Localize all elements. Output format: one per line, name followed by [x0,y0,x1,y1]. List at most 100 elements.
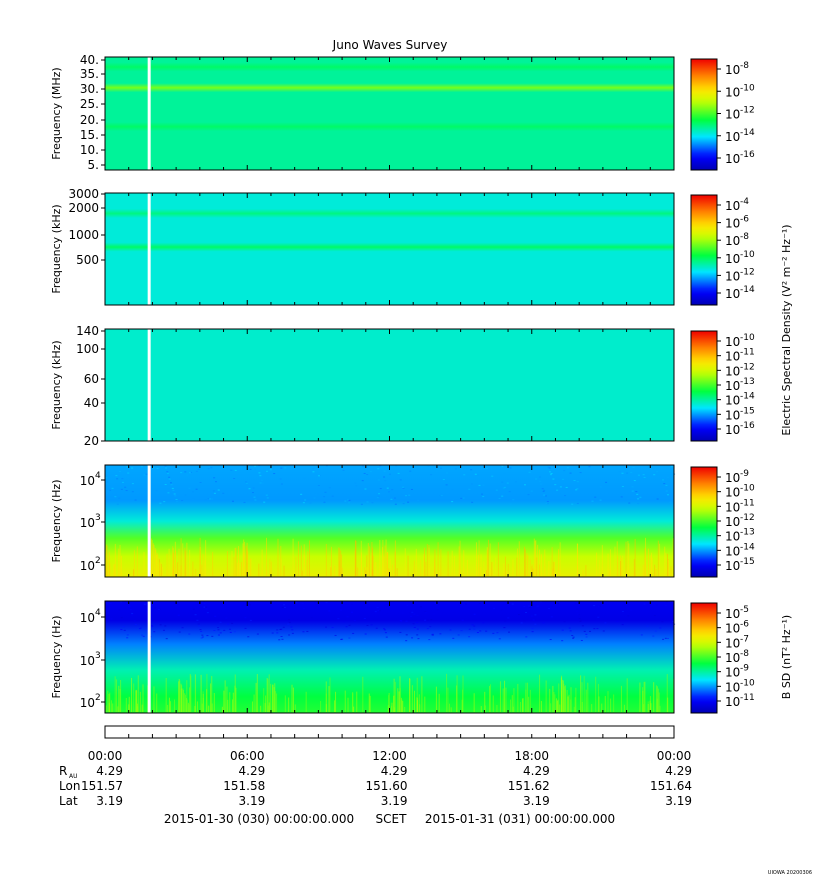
ephemeris-value: 3.19 [381,794,408,808]
colorbar-tick-label: 10 [725,680,740,694]
y-axis-label: Frequency (Hz) [50,480,63,563]
colorbar-tick-exponent: -10 [740,83,755,93]
colorbar-tick-label: 10 [725,234,740,248]
colorbar-tick-label: 10 [725,63,740,77]
colorbar-tick-label: 10 [725,252,740,266]
colorbar-tick-exponent: -11 [740,348,755,358]
colorbar-tick-label: 10 [725,515,740,529]
colorbar-tick-label: 10 [725,130,740,144]
y-tick-exponent: 4 [95,608,101,618]
colorbar-tick-exponent: -10 [740,678,755,688]
y-axis-label: Frequency (MHz) [50,67,63,159]
time-tick-label: 06:00 [230,749,265,763]
colorbar-tick-exponent: -13 [740,377,755,387]
colorbar-tick-exponent: -14 [740,392,755,402]
y-tick-label: 35. [80,67,99,81]
colorbar-tick-exponent: -6 [740,620,749,630]
colorbar-tick-exponent: -9 [740,664,749,674]
y-tick-label: 10 [80,654,95,668]
ephemeris-value: 3.19 [523,794,550,808]
ephemeris-value: 151.57 [81,779,123,793]
time-tick-label: 00:00 [88,749,123,763]
colorbar-tick-label: 10 [725,199,740,213]
spectrogram-1 [105,57,674,170]
colorbar-tick-exponent: -5 [740,605,749,615]
y-tick-label: 10 [80,696,95,710]
y-tick-label: 2000 [68,201,99,215]
ephemeris-value: 4.29 [239,764,266,778]
ephemeris-value: 3.19 [239,794,266,808]
colorbar-tick-exponent: -10 [740,484,755,494]
ephemeris-label: R [59,764,67,778]
y-axis-label: Frequency (Hz) [50,616,63,699]
colorbar-tick-exponent: -8 [740,61,749,71]
spectrogram-4 [105,465,674,577]
ephemeris-value: 151.62 [508,779,550,793]
colorbar-tick-exponent: -10 [740,250,755,260]
colorbar-tick-exponent: -11 [740,498,755,508]
time-tick-label: 00:00 [657,749,692,763]
y-tick-exponent: 3 [95,513,101,523]
colorbar-tick-exponent: -16 [740,421,755,431]
spectrogram-3 [105,329,674,441]
colorbar-tick-label: 10 [725,394,740,408]
colorbar-tick-exponent: -4 [740,197,749,207]
y-tick-label: 5. [88,158,99,172]
y-tick-label: 20. [80,113,99,127]
ephemeris-value: 3.19 [665,794,692,808]
colorbar-tick-label: 10 [725,471,740,485]
colorbar-tick-label: 10 [725,622,740,636]
y-tick-label: 3000 [68,187,99,201]
data-gap [147,465,151,577]
colorbar-tick-label: 10 [725,379,740,393]
ephemeris-label: Lat [59,794,78,808]
colorbar-tick-label: 10 [725,695,740,709]
colorbar-tick-exponent: -15 [740,557,755,567]
colorbar-tick-label: 10 [725,350,740,364]
spectrogram-2 [105,193,674,305]
y-tick-label: 40 [84,396,99,410]
y-tick-exponent: 3 [95,651,101,661]
colorbar-tick-exponent: -8 [740,232,749,242]
y-tick-label: 25. [80,97,99,111]
footer-scale: SCET [376,812,408,826]
y-tick-label: 140 [76,324,99,338]
y-tick-label: 15. [80,128,99,142]
colorbar-tick-exponent: -15 [740,406,755,416]
ephemeris-value: 4.29 [381,764,408,778]
colorbar-tick-label: 10 [725,152,740,166]
ephemeris-value: 4.29 [96,764,123,778]
ephemeris-value: 151.58 [223,779,265,793]
colorbar-tick-exponent: -14 [740,128,755,138]
ephemeris-label: Lon [59,779,80,793]
footer-end: 2015-01-31 (031) 00:00:00.000 [425,812,615,826]
colorbar-tick-exponent: -12 [740,106,755,116]
y-axis-label: Frequency (kHz) [50,204,63,293]
y-tick-label: 1000 [68,228,99,242]
y-tick-label: 40. [80,53,99,67]
colorbar-tick-exponent: -10 [740,333,755,343]
ephemeris-value: 4.29 [665,764,692,778]
colorbar-tick-exponent: -11 [740,693,755,703]
colorbar-tick-label: 10 [725,269,740,283]
colorbar-tick-exponent: -13 [740,528,755,538]
colorbar-tick-label: 10 [725,85,740,99]
y-tick-label: 10 [80,516,95,530]
colorbar-tick-label: 10 [725,108,740,122]
chart-title: Juno Waves Survey [332,38,448,52]
y-axis-label: Frequency (kHz) [50,340,63,429]
colorbar-tick-label: 10 [725,607,740,621]
colorbar-tick-label: 10 [725,217,740,231]
time-tick-label: 12:00 [372,749,407,763]
colorbar-tick-label: 10 [725,544,740,558]
y-tick-label: 20 [84,434,99,448]
stamp: UIOWA 20200306 [768,870,812,876]
